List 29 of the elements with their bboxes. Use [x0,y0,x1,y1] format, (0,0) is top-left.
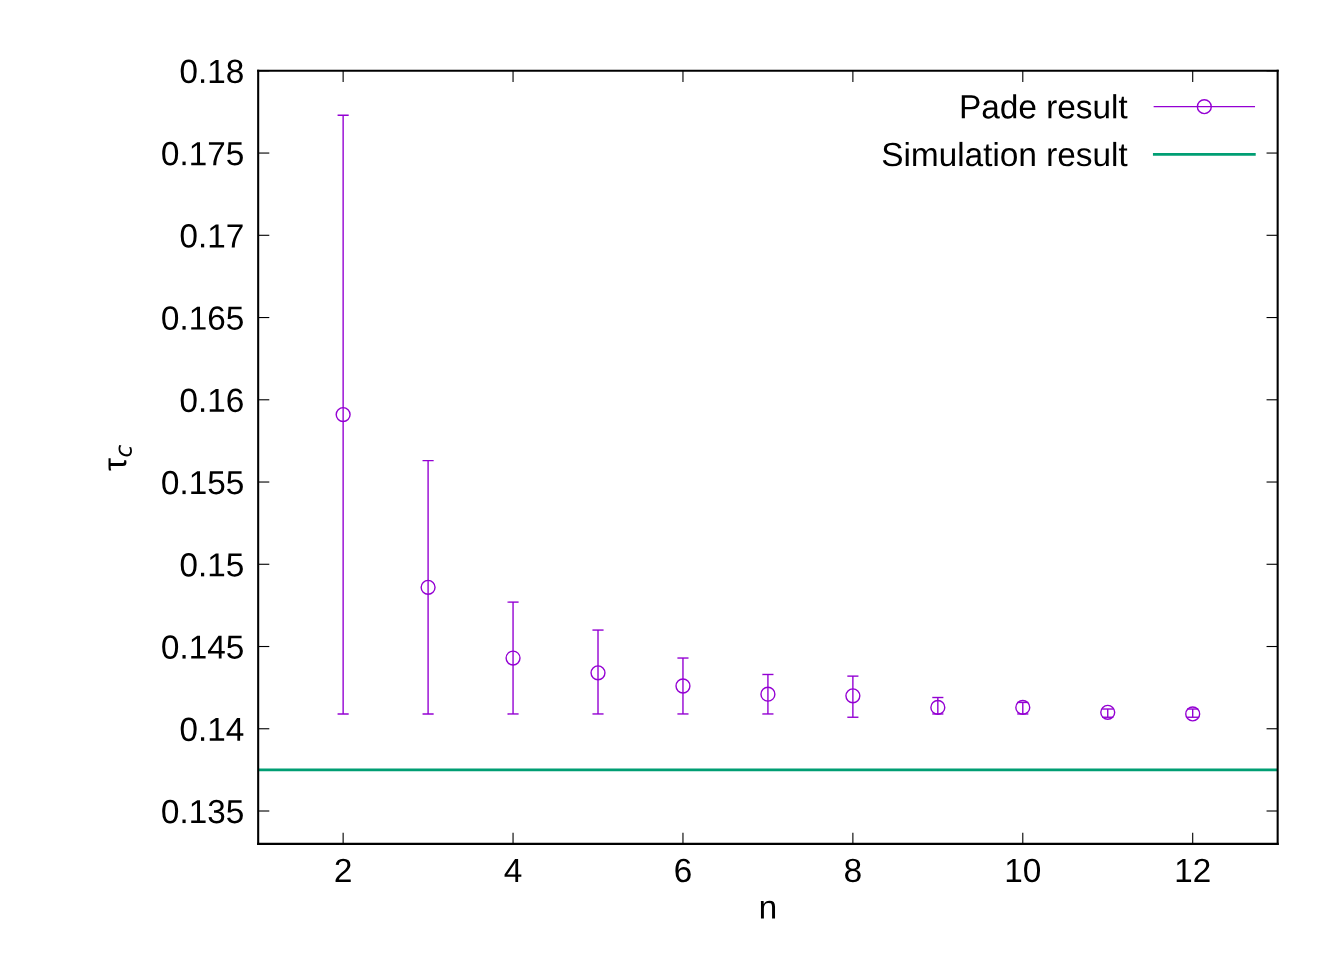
y-tick-label: 0.145 [162,635,243,659]
y-tick-label: 0.17 [180,224,243,248]
legend-label: Simulation result [882,141,1128,167]
y-tick-label: 0.16 [180,388,243,413]
y-axis-title: τ$_{c}$ [108,445,132,471]
point [335,406,351,423]
point [845,688,861,704]
point [760,686,776,702]
point [590,665,606,681]
point [420,579,436,595]
y-tick-label: 0.135 [162,799,243,824]
y-tick-label: 0.155 [162,470,243,495]
point [675,678,691,694]
x-tick-label: 2 [335,858,351,882]
y-tick-label: 0.175 [162,141,243,166]
x-tick-label: 8 [845,858,861,883]
x-tick-label: 12 [1176,858,1210,882]
legend-label: Pade result [961,94,1128,119]
point [1100,704,1116,720]
x-tick-label: 10 [1006,858,1041,883]
x-tick-label: 6 [675,858,691,883]
point [1185,706,1201,722]
x-axis-title: n [760,900,776,919]
y-tick-label: 0.14 [180,717,244,742]
y-tick-label: 0.15 [180,553,243,577]
y-tick-label: 0.165 [162,306,243,330]
y-tick-label: 0.18 [180,59,243,84]
x-tick-label: 4 [504,859,522,882]
point [505,650,521,666]
